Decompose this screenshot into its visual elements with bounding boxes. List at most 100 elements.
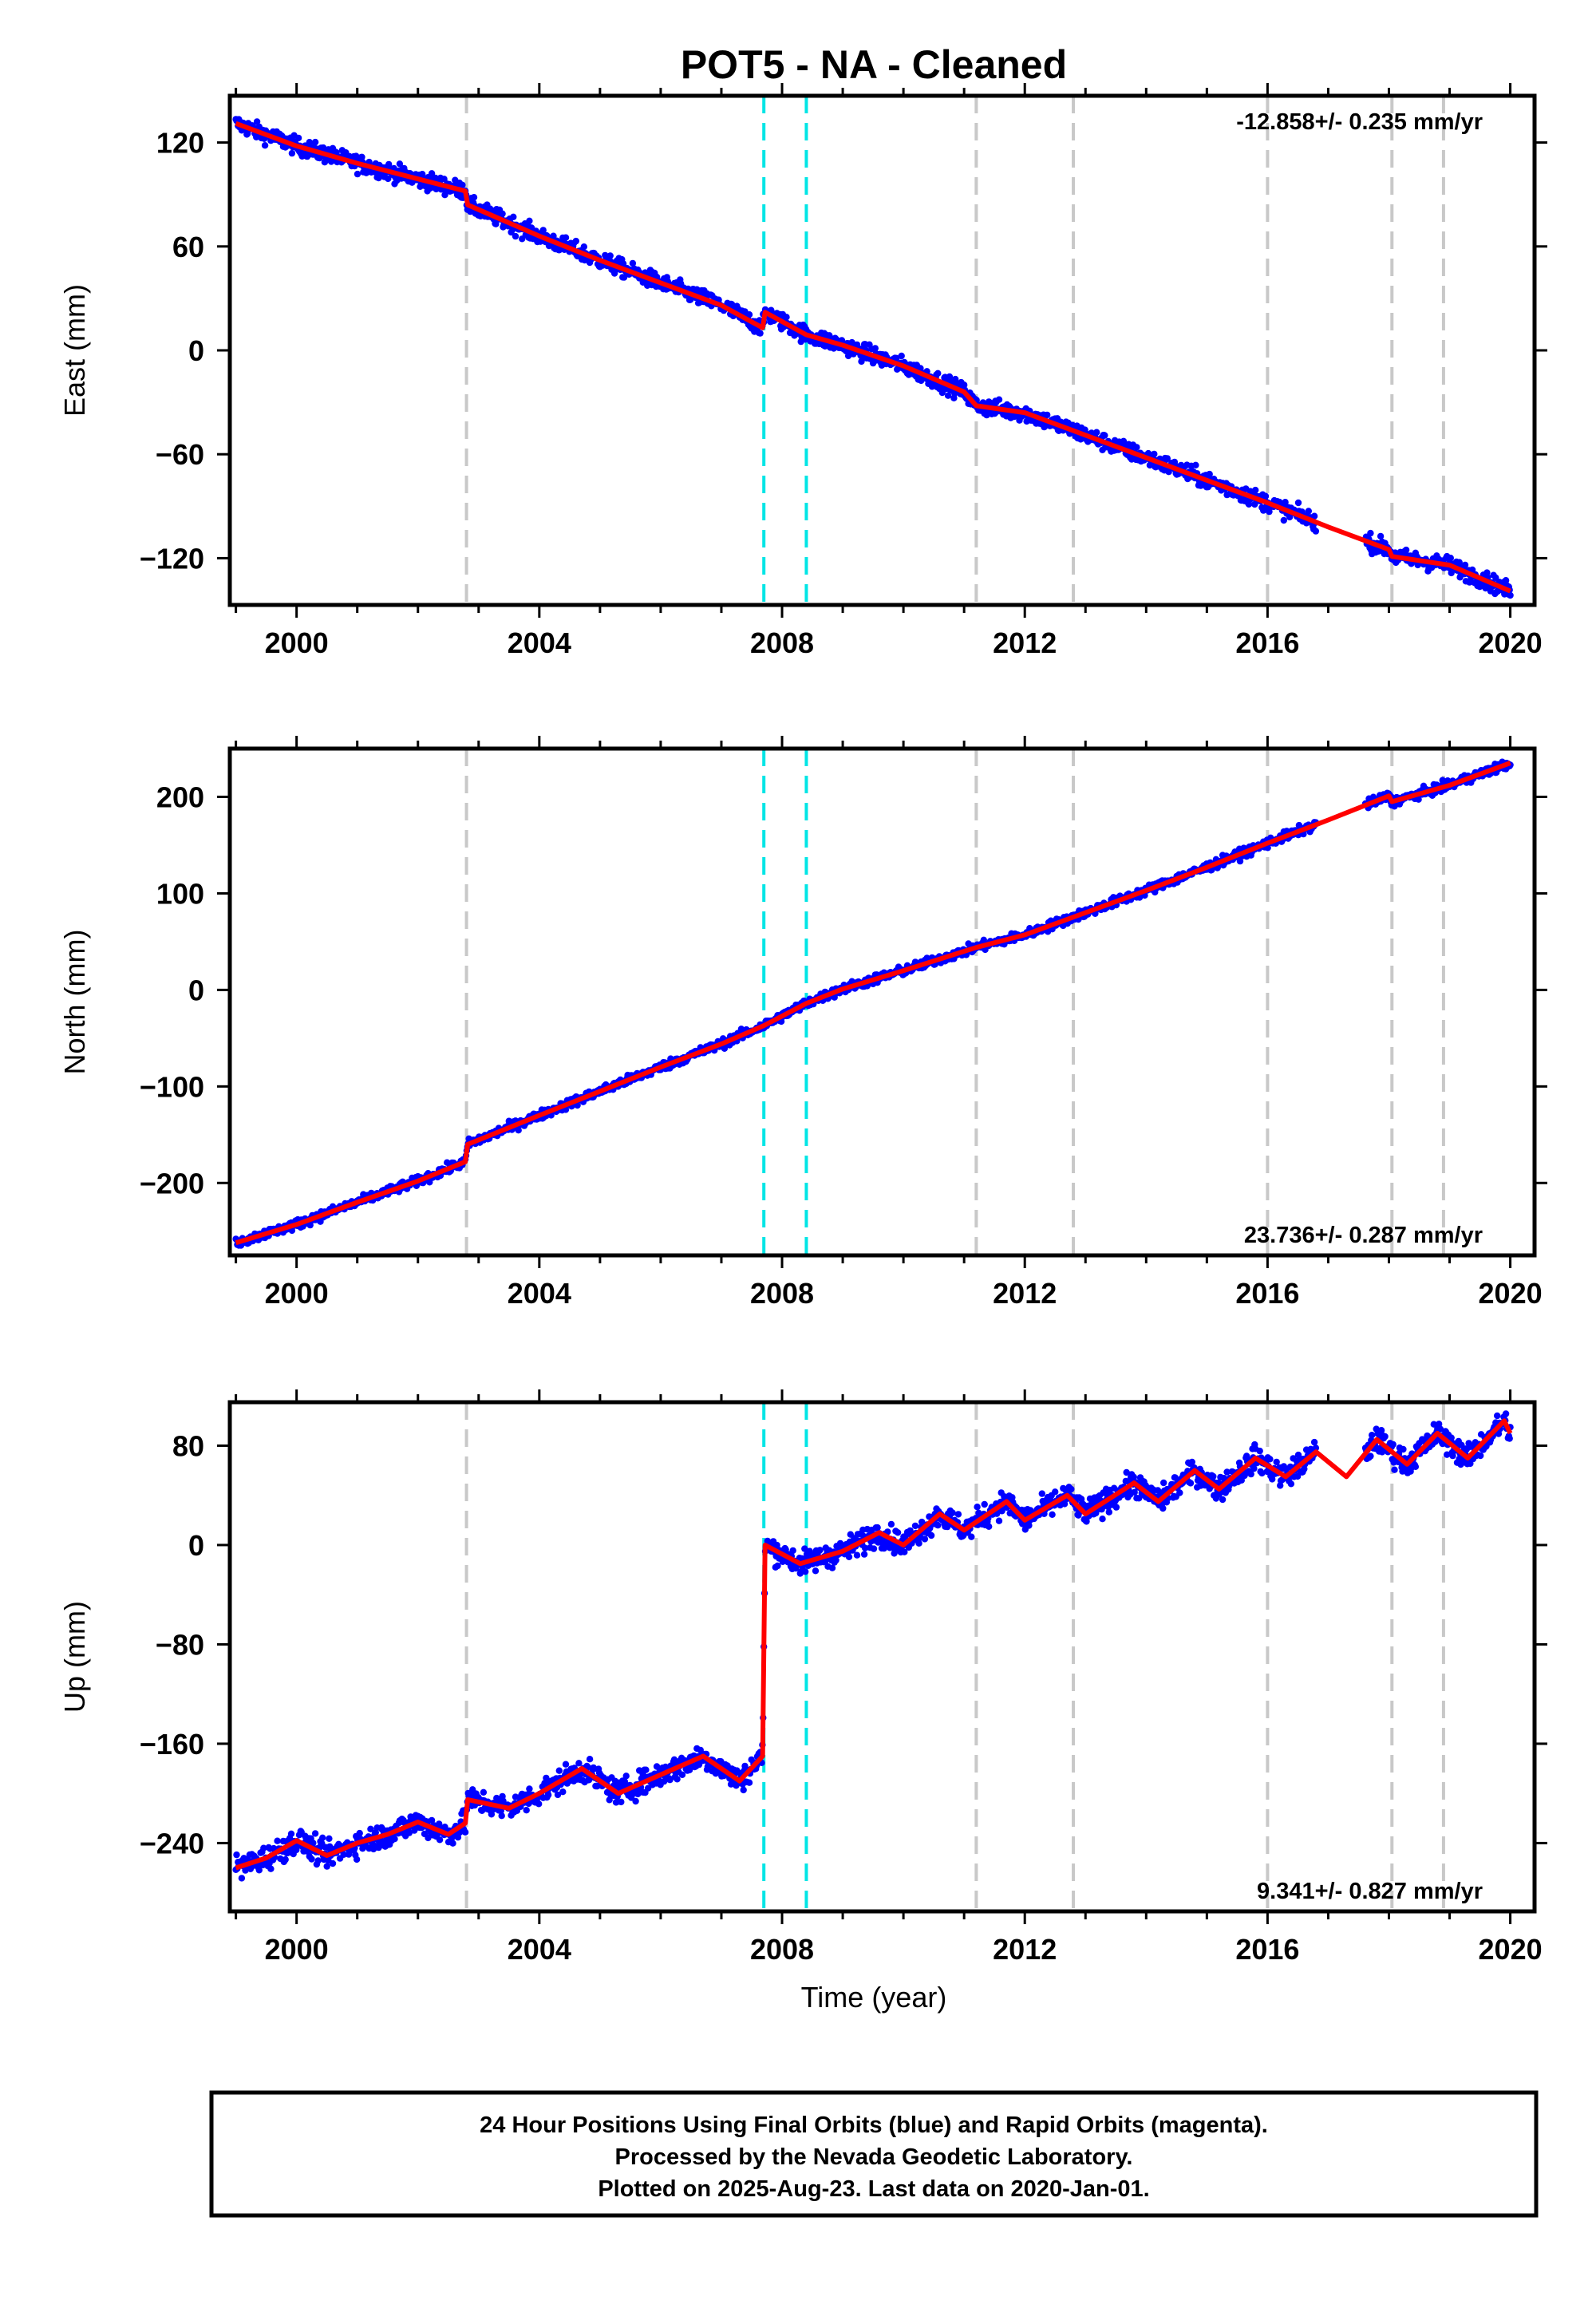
east-position-point [253,118,261,125]
up-position-point [927,1531,935,1539]
east-position-point [745,311,753,318]
up-position-point [911,1522,919,1530]
east-x-tick-label: 2008 [750,626,814,659]
up-position-point [1160,1479,1167,1487]
up-position-point [853,1551,861,1559]
north-panel: 2000 2004 2008 2012 2016 2020−200−1000100200N… [58,736,1547,1310]
up-position-point [789,1547,796,1555]
up-position-point [523,1807,530,1814]
east-position-point [1101,432,1108,439]
east-position-point [1044,411,1051,419]
up-position-point [934,1522,942,1529]
east-position-point [396,160,404,168]
up-position-point [287,1830,295,1837]
up-position-point [562,1761,570,1768]
east-velocity-label: -12.858+/- 0.235 mm/yr [1236,109,1483,135]
east-position-point [306,139,313,146]
east-y-tick-label: −120 [140,542,204,575]
up-position-point [323,1863,330,1870]
north-y-tick-label: 0 [188,974,204,1006]
up-position-point [356,1829,363,1837]
up-position-point [1099,1516,1106,1523]
up-position-point [282,1856,289,1863]
up-position-point [1176,1489,1183,1496]
up-position-point [559,1788,567,1796]
east-position-point [499,210,506,217]
up-position-point [1038,1490,1046,1497]
east-position-point [428,170,436,177]
east-x-tick-label: 2012 [993,626,1057,659]
up-panel: 2000 2004 2008 2012 2016 2020−240−160−80080Up… [58,1389,1547,1966]
up-position-point [311,1830,319,1837]
up-position-point [894,1529,902,1536]
east-position-point [629,259,637,267]
up-position-point [555,1767,563,1774]
north-velocity-label: 23.736+/- 0.287 mm/yr [1244,1223,1483,1248]
east-position-point [1507,591,1514,599]
up-position-point [887,1520,895,1528]
east-position-point [1305,508,1313,515]
east-position-point [606,252,614,259]
up-position-point [949,1509,956,1516]
east-x-tick-label: 2004 [508,626,571,659]
east-position-point [319,144,327,152]
up-position-point [986,1523,993,1531]
east-position-point [580,243,587,251]
up-position-point [740,1786,747,1794]
north-position-point [515,1127,522,1134]
up-position-point [544,1791,552,1799]
north-x-tick-label: 2020 [1479,1277,1543,1310]
up-position-point [480,1788,488,1796]
up-position-point [449,1840,456,1847]
up-position-point [995,1517,1003,1524]
east-position-point [459,181,466,188]
up-position-point [586,1756,594,1763]
up-position-point [1052,1488,1059,1496]
east-position-point [1192,461,1199,468]
east-position-point [1312,528,1320,535]
east-x-tick-label: 2000 [265,626,329,659]
east-panel: 2000 2004 2008 2012 2016 2020−120−60060120Eas… [58,83,1547,659]
up-position-point [812,1567,820,1575]
up-position-point [674,1776,681,1783]
east-position-point [1093,429,1100,436]
east-y-tick-label: −60 [156,438,204,471]
up-position-point [308,1856,315,1863]
up-position-point [1266,1456,1274,1463]
up-position-point [391,1836,398,1843]
east-position-point [893,354,900,362]
up-position-point [575,1760,583,1767]
east-position-point [1280,516,1288,524]
east-y-tick-label: 60 [172,231,204,263]
up-position-point [618,1798,625,1806]
up-position-point [745,1779,753,1786]
up-position-point [1287,1480,1295,1488]
east-position-point [961,381,968,389]
north-y-tick-label: 200 [156,781,204,813]
east-position-point [333,149,340,156]
up-position-point [1210,1472,1217,1480]
east-position-point [572,237,579,245]
up-position-point [968,1533,975,1540]
north-y-axis-label: North (mm) [58,930,91,1075]
east-position-point [311,138,319,146]
east-position-point [1402,546,1410,554]
east-position-point [898,352,905,360]
north-y-tick-label: 100 [156,877,204,910]
up-position-point [329,1860,337,1867]
east-position-point [944,392,952,399]
east-position-point [1262,492,1270,500]
up-position-point [319,1834,326,1841]
up-daily-positions [232,1410,1514,1882]
up-position-point [1159,1504,1167,1512]
up-position-point [233,1851,240,1859]
east-x-tick-label: 2020 [1479,626,1543,659]
north-daily-positions [232,758,1514,1249]
east-position-point [512,232,519,240]
up-position-point [526,1785,533,1792]
up-position-point [921,1535,929,1543]
north-y-tick-label: −100 [140,1070,204,1103]
up-position-point [1105,1508,1113,1516]
east-position-point [510,213,517,220]
